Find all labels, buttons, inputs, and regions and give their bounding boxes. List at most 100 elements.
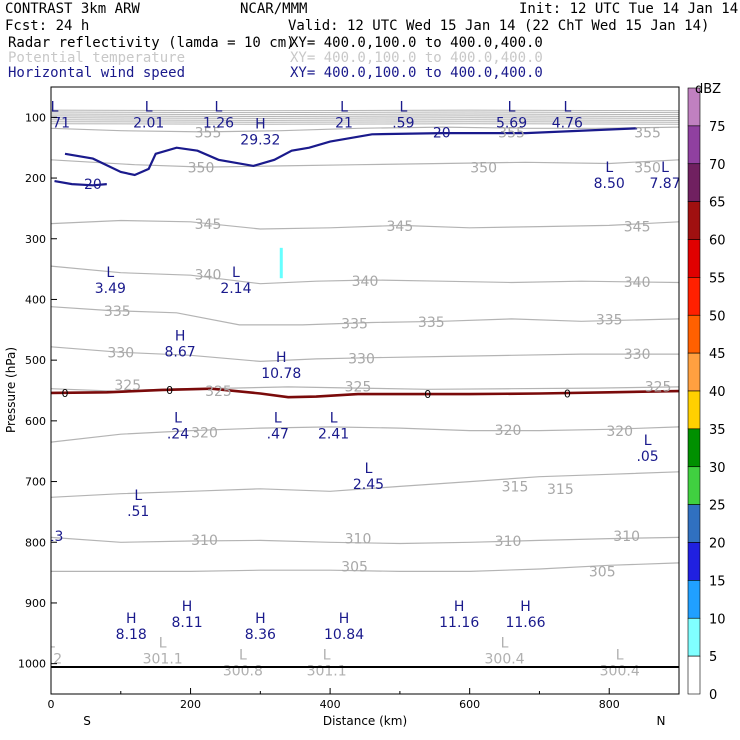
field-wind-xy: XY= 400.0,100.0 to 400.0,400.0 bbox=[290, 65, 543, 81]
colorbar-swatch bbox=[687, 352, 701, 392]
header-model: CONTRAST 3km ARW bbox=[5, 1, 140, 17]
contour-value-label: 355 bbox=[498, 126, 525, 142]
extremum-H: H bbox=[175, 329, 186, 345]
extremum-L: L bbox=[563, 99, 571, 115]
freezing-level-label: 0 bbox=[166, 384, 173, 397]
field-theta-xy: XY= 400.0,100.0 to 400.0,400.0 bbox=[290, 50, 543, 66]
extremum-value: 5.69 bbox=[496, 115, 527, 131]
y-axis-title: Pressure (hPa) bbox=[4, 347, 18, 433]
y-tick-label: 500 bbox=[25, 354, 46, 367]
extremum-value: 8.67 bbox=[165, 345, 196, 361]
surface-extremum-L: L bbox=[616, 647, 624, 663]
contour-value-label: 340 bbox=[624, 275, 651, 291]
contour-value-label: 310 bbox=[191, 533, 218, 549]
south-label: S bbox=[83, 714, 91, 728]
radar-echoes bbox=[279, 247, 283, 279]
extremum-value: 1.26 bbox=[203, 115, 234, 131]
x-tick-label: 400 bbox=[320, 698, 341, 711]
y-axis: 100 200 300 400 500 600 700 800 900 1000 bbox=[18, 111, 57, 671]
contour-value-label: 350 bbox=[470, 161, 497, 177]
theta-strato-line bbox=[51, 123, 679, 125]
contour-value-label: 325 bbox=[114, 378, 141, 394]
extremum-H: H bbox=[276, 350, 287, 366]
theta-strato-line bbox=[51, 117, 679, 119]
colorbar-swatch bbox=[687, 542, 701, 581]
contour-value-label: 340 bbox=[195, 268, 222, 284]
y-tick-label: 900 bbox=[25, 597, 46, 610]
wind-contours bbox=[54, 127, 638, 187]
theta-contour-310 bbox=[51, 536, 679, 545]
colorbar-swatch bbox=[687, 655, 701, 695]
colorbar-label: 60 bbox=[709, 234, 726, 249]
y-tick-label: 600 bbox=[25, 415, 46, 428]
header-init: Init: 12 UTC Tue 14 Jan 14 bbox=[519, 1, 738, 17]
contour-value-label: 305 bbox=[341, 560, 368, 576]
extremum-L: L bbox=[232, 265, 240, 281]
y-tick-label: 400 bbox=[25, 293, 46, 306]
surface-extremum-L: L bbox=[323, 647, 331, 663]
colorbar-swatch bbox=[687, 163, 701, 202]
extremum-value: 10.84 bbox=[324, 627, 364, 643]
colorbar-swatch bbox=[687, 504, 701, 543]
header-fcst: Fcst: 24 h bbox=[5, 18, 89, 34]
radar-echo-cell bbox=[279, 247, 283, 279]
contour-value-label: 320 bbox=[191, 425, 218, 441]
contour-value-label: 345 bbox=[624, 220, 651, 236]
contour-value-label: 320 bbox=[606, 424, 633, 440]
x-axis: 0 200 400 600 800 bbox=[48, 688, 620, 711]
extremum-L: L bbox=[134, 488, 142, 504]
plot-frame bbox=[50, 86, 680, 695]
extremum-value: 2.45 bbox=[353, 477, 384, 493]
plot-area: 0 0 0 0 355 355 355 350 350 350 345 345 345 340 340 34… bbox=[51, 99, 679, 679]
contour-value-label: 330 bbox=[348, 351, 375, 367]
colorbar-label: 20 bbox=[709, 537, 726, 552]
colorbar-label: 30 bbox=[709, 461, 726, 476]
colorbar-swatch bbox=[687, 125, 701, 165]
extremum-value: .59 bbox=[392, 115, 414, 131]
contour-value-label: 315 bbox=[502, 479, 529, 495]
contour-value-label: 20 bbox=[84, 177, 102, 193]
extremum-value: 10.78 bbox=[261, 366, 301, 382]
theta-contours bbox=[51, 109, 679, 572]
x-tick-label: 600 bbox=[459, 698, 480, 711]
surface-extremum-value: 300.4 bbox=[600, 663, 640, 679]
extremum-H: H bbox=[339, 611, 350, 627]
contour-value-label: 330 bbox=[624, 347, 651, 363]
extremum-value: .47 bbox=[267, 427, 289, 443]
theta-contour-315 bbox=[51, 471, 679, 498]
colorbar-swatch bbox=[687, 466, 701, 505]
contour-value-label: 320 bbox=[495, 423, 522, 439]
y-tick-label: 100 bbox=[25, 111, 46, 124]
contour-value-label: 330 bbox=[107, 345, 134, 361]
extremum-value: 2.14 bbox=[220, 281, 251, 297]
theta-contour-340 bbox=[51, 265, 679, 285]
contour-value-label: 345 bbox=[387, 219, 414, 235]
theta-contour-350 bbox=[51, 159, 679, 168]
freezing-level-label: 0 bbox=[424, 388, 431, 401]
colorbar-label: 35 bbox=[709, 423, 726, 438]
field-radar-xy: XY= 400.0,100.0 to 400.0,400.0 bbox=[290, 35, 543, 51]
colorbar-label: 75 bbox=[709, 120, 726, 135]
extremum-L: L bbox=[215, 99, 223, 115]
colorbar-swatch bbox=[687, 580, 701, 619]
extremum-value: 3.49 bbox=[95, 281, 126, 297]
extremum-L: L bbox=[661, 160, 669, 176]
contour-value-label: 335 bbox=[596, 312, 623, 328]
extremum-L: L bbox=[145, 99, 153, 115]
colorbar-label: 40 bbox=[709, 385, 726, 400]
contour-value-label: 20 bbox=[433, 126, 451, 142]
extremum-H: H bbox=[255, 116, 266, 132]
surface-extremum-value: 301.1 bbox=[307, 663, 347, 679]
colorbar-label: 25 bbox=[709, 499, 726, 514]
extremum-L: L bbox=[174, 411, 182, 427]
contour-value-label: 315 bbox=[547, 482, 574, 498]
surface-extremum-value: 301.1 bbox=[143, 651, 183, 667]
colorbar-label: 70 bbox=[709, 158, 726, 173]
colorbar-swatch bbox=[687, 239, 701, 278]
contour-value-label: 335 bbox=[104, 304, 131, 320]
contour-value-label: 355 bbox=[195, 126, 222, 142]
extremum-L: L bbox=[51, 99, 59, 115]
colorbar-swatch bbox=[687, 428, 701, 468]
extremum-L: L bbox=[274, 411, 282, 427]
